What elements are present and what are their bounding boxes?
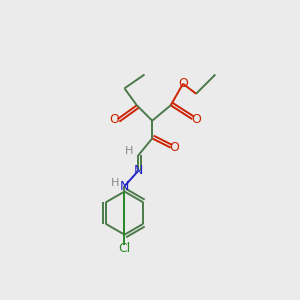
Text: Cl: Cl xyxy=(118,242,130,255)
Text: N: N xyxy=(134,164,143,177)
Text: N: N xyxy=(120,180,129,193)
Text: H: H xyxy=(111,178,119,188)
Text: O: O xyxy=(191,113,201,126)
Text: O: O xyxy=(169,141,179,154)
Text: H: H xyxy=(125,146,133,156)
Text: O: O xyxy=(178,77,188,90)
Text: O: O xyxy=(109,113,118,126)
